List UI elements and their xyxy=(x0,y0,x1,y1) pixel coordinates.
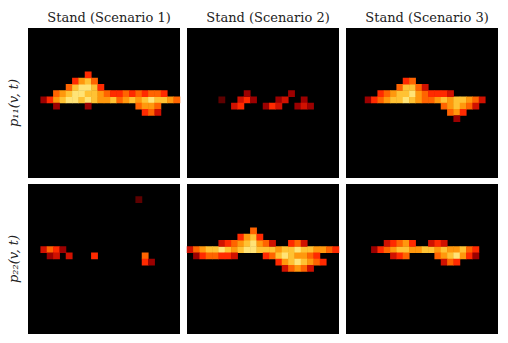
svg-text:Stand (Scenario 3): Stand (Scenario 3) xyxy=(365,10,488,25)
svg-text:Stand (Scenario 1): Stand (Scenario 1) xyxy=(47,10,170,25)
svg-text:Stand (Scenario 2): Stand (Scenario 2) xyxy=(206,10,329,25)
svg-text:p₂₂(v, t): p₂₂(v, t) xyxy=(6,235,21,283)
svg-text:p₁₁(v, t): p₁₁(v, t) xyxy=(6,79,21,127)
